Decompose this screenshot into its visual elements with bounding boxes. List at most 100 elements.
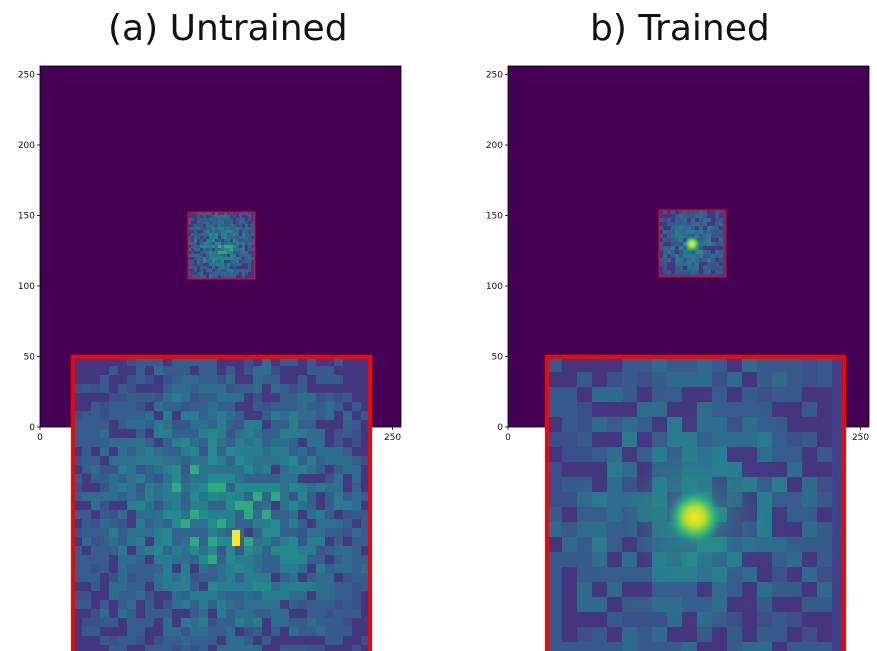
speckle-cell [118, 447, 127, 456]
speckle-cell [163, 564, 172, 573]
speckle-cell [163, 510, 172, 519]
speckle-cell [343, 573, 352, 582]
speckle-cell [82, 510, 91, 519]
speckle-cell [208, 537, 217, 546]
speckle-cell [592, 372, 607, 387]
speckle-cell [109, 636, 118, 645]
speckle-cell [235, 501, 244, 510]
speckle-cell [224, 248, 227, 251]
speckle-cell [253, 573, 262, 582]
speckle-cell [316, 618, 325, 627]
speckle-cell [197, 266, 200, 269]
speckle-cell [251, 218, 254, 221]
speckle-cell [100, 591, 109, 600]
speckle-cell [203, 233, 206, 236]
speckle-cell [280, 546, 289, 555]
speckle-cell [136, 546, 145, 555]
speckle-cell [194, 251, 197, 254]
speckle-cell [82, 429, 91, 438]
speckle-cell [127, 411, 136, 420]
speckle-cell [652, 627, 667, 642]
speckle-cell [637, 402, 652, 417]
speckle-cell [73, 393, 82, 402]
speckle-cell [190, 564, 199, 573]
speckle-cell [245, 275, 248, 278]
speckle-cell [199, 627, 208, 636]
speckle-cell [659, 266, 663, 270]
speckle-cell [163, 429, 172, 438]
speckle-cell [154, 564, 163, 573]
speckle-cell [817, 447, 832, 462]
speckle-cell [352, 537, 361, 546]
speckle-cell [190, 447, 199, 456]
speckle-cell [203, 239, 206, 242]
speckle-cell [145, 492, 154, 501]
speckle-cell [691, 254, 695, 258]
speckle-cell [227, 257, 230, 260]
speckle-cell [217, 411, 226, 420]
speckle-cell [325, 627, 334, 636]
speckle-cell [91, 573, 100, 582]
speckle-cell [194, 254, 197, 257]
speckle-cell [226, 411, 235, 420]
speckle-cell [91, 591, 100, 600]
speckle-cell [659, 226, 663, 230]
speckle-cell [203, 269, 206, 272]
speckle-cell [772, 477, 787, 492]
speckle-cell [361, 438, 370, 447]
speckle-cell [697, 387, 712, 402]
speckle-cell [235, 600, 244, 609]
speckle-cell [253, 375, 262, 384]
speckle-cell [73, 456, 82, 465]
speckle-cell [289, 411, 298, 420]
speckle-cell [145, 510, 154, 519]
speckle-cell [212, 254, 215, 257]
speckle-cell [82, 393, 91, 402]
speckle-cell [757, 642, 772, 651]
speckle-cell [325, 366, 334, 375]
speckle-cell [325, 600, 334, 609]
speckle-cell [206, 260, 209, 263]
speckle-cell [325, 375, 334, 384]
speckle-cell [817, 612, 832, 627]
speckle-cell [244, 483, 253, 492]
speckle-cell [217, 474, 226, 483]
speckle-cell [206, 257, 209, 260]
speckle-cell [239, 266, 242, 269]
speckle-cell [217, 609, 226, 618]
speckle-cell [100, 393, 109, 402]
speckle-cell [235, 438, 244, 447]
speckle-cell [325, 483, 334, 492]
speckle-cell [289, 465, 298, 474]
speckle-cell [91, 447, 100, 456]
speckle-cell [226, 402, 235, 411]
speckle-cell [675, 230, 679, 234]
speckle-cell [719, 214, 723, 218]
speckle-cell [352, 447, 361, 456]
speckle-cell [712, 432, 727, 447]
speckle-cell [203, 230, 206, 233]
speckle-cell [719, 234, 723, 238]
speckle-cell [577, 462, 592, 477]
speckle-cell [199, 429, 208, 438]
speckle-cell [226, 357, 235, 366]
speckle-cell [188, 227, 191, 230]
speckle-cell [242, 215, 245, 218]
speckle-cell [262, 528, 271, 537]
speckle-cell [719, 230, 723, 234]
speckle-cell [251, 251, 254, 254]
panel-a-speckle-small-cells [188, 212, 254, 278]
speckle-cell [206, 218, 209, 221]
speckle-cell [100, 609, 109, 618]
speckle-cell [208, 645, 217, 651]
speckle-cell [244, 573, 253, 582]
speckle-cell [100, 411, 109, 420]
speckle-cell [127, 618, 136, 627]
speckle-cell [691, 226, 695, 230]
speckle-cell [675, 210, 679, 214]
speckle-cell [687, 270, 691, 274]
speckle-cell [325, 546, 334, 555]
speckle-cell [245, 236, 248, 239]
speckle-cell [163, 537, 172, 546]
speckle-cell [361, 537, 370, 546]
